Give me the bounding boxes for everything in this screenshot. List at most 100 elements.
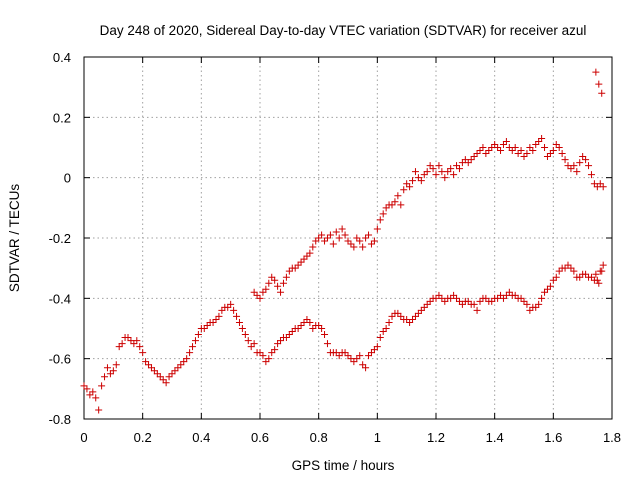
data-point (177, 361, 185, 369)
data-point (558, 150, 566, 158)
data-point (379, 328, 387, 336)
data-point (535, 300, 543, 308)
data-point (118, 340, 126, 348)
data-point (379, 210, 387, 218)
data-point (194, 331, 202, 339)
y-tick-label: 0 (64, 171, 71, 186)
data-point (89, 388, 97, 396)
data-point (499, 294, 507, 302)
data-point (312, 237, 320, 245)
data-point (441, 174, 449, 182)
data-point (458, 300, 466, 308)
data-point (411, 168, 419, 176)
data-point (265, 279, 273, 287)
data-point (165, 373, 173, 381)
data-point (409, 177, 417, 185)
data-point (376, 216, 384, 224)
data-point (590, 180, 598, 188)
data-point (403, 180, 411, 188)
data-point (420, 171, 428, 179)
data-point (582, 156, 590, 164)
data-point (344, 237, 352, 245)
data-point (277, 288, 285, 296)
data-points (80, 68, 607, 414)
x-tick-label: 1.8 (603, 430, 621, 445)
data-point (238, 325, 246, 332)
data-point (464, 297, 472, 305)
data-point (350, 243, 358, 251)
data-point (423, 300, 431, 308)
data-point (546, 282, 554, 290)
data-point (426, 162, 434, 170)
data-point (411, 312, 419, 320)
x-tick-label: 1 (374, 430, 381, 445)
data-point (318, 231, 326, 239)
data-point (142, 358, 150, 366)
data-point (101, 373, 109, 381)
data-point (526, 306, 534, 314)
data-point (382, 325, 390, 332)
data-point (596, 180, 604, 188)
data-point (549, 276, 557, 284)
data-point (80, 382, 88, 390)
data-point (587, 171, 595, 179)
data-point (582, 270, 590, 278)
data-point (447, 165, 455, 173)
data-point (592, 68, 600, 76)
data-point (523, 150, 531, 158)
data-point (529, 147, 537, 155)
data-point (370, 237, 378, 245)
data-point (458, 159, 466, 167)
data-point (453, 294, 461, 302)
x-tick-label: 1.6 (544, 430, 562, 445)
x-tick-label: 0.6 (251, 430, 269, 445)
data-point (227, 300, 235, 308)
data-point (215, 312, 223, 320)
data-point (511, 144, 519, 151)
data-point (335, 234, 343, 242)
data-point (218, 306, 226, 314)
data-point (485, 147, 493, 155)
data-point (482, 294, 490, 302)
data-point (103, 364, 111, 372)
y-tick-label: -0.6 (49, 352, 71, 367)
data-point (505, 144, 513, 151)
data-point (297, 258, 305, 266)
data-point (406, 318, 414, 326)
data-point (450, 291, 458, 299)
data-point (127, 337, 135, 345)
data-point (162, 379, 170, 387)
data-point (315, 321, 323, 329)
data-point (92, 394, 100, 402)
data-point (461, 156, 469, 164)
data-point (417, 177, 425, 185)
data-point (564, 261, 572, 269)
data-point (338, 225, 346, 233)
data-point (168, 370, 176, 378)
data-point (321, 331, 329, 339)
data-point (250, 340, 258, 348)
data-point (598, 89, 606, 97)
data-point (359, 243, 367, 251)
data-point (573, 168, 581, 176)
data-point (235, 318, 243, 326)
data-point (367, 349, 375, 357)
data-point (259, 352, 267, 360)
data-point (359, 361, 367, 369)
data-point (549, 147, 557, 155)
data-point (133, 337, 141, 345)
data-point (593, 276, 601, 284)
data-point (473, 150, 481, 158)
data-point (244, 337, 252, 345)
data-point (397, 201, 405, 209)
data-point (532, 140, 540, 148)
data-point (274, 340, 282, 348)
data-point (315, 234, 323, 242)
data-point (417, 306, 425, 314)
data-point (535, 137, 543, 145)
data-point (403, 315, 411, 323)
data-point (561, 156, 569, 164)
data-point (526, 144, 534, 151)
data-point (576, 273, 584, 281)
